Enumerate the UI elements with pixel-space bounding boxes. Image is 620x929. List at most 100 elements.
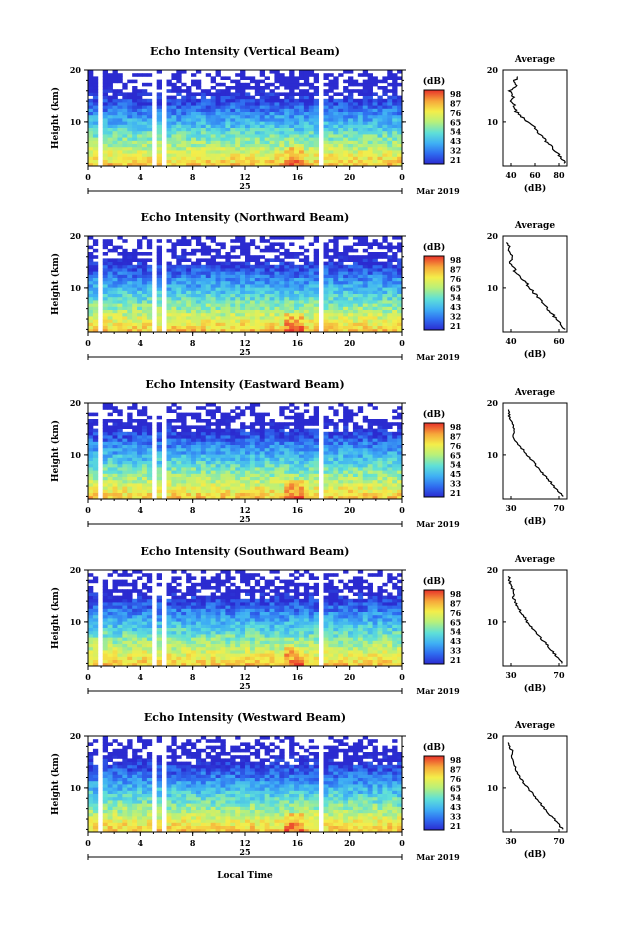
heatmap-cell — [269, 319, 275, 323]
heatmap-cell — [357, 328, 364, 333]
heatmap-cell — [171, 309, 177, 314]
heatmap-cell — [343, 143, 349, 148]
heatmap-cell — [181, 156, 187, 160]
heatmap-cell — [352, 124, 359, 128]
heatmap-cell — [137, 127, 143, 132]
profile-y-tick-label: 10 — [487, 117, 499, 127]
heatmap-cell — [362, 467, 369, 471]
y-tick-label: 10 — [70, 117, 82, 127]
heatmap-cell — [132, 290, 138, 294]
heatmap-cell — [92, 82, 99, 87]
heatmap-cell — [397, 156, 403, 160]
heatmap-cell — [279, 406, 285, 410]
heatmap-cell — [338, 159, 344, 164]
heatmap-cell — [289, 312, 295, 317]
heatmap-cell — [181, 319, 187, 323]
heatmap-cell — [338, 127, 344, 132]
heatmap-cell — [166, 489, 172, 493]
heatmap-cell — [387, 130, 393, 135]
heatmap-cell — [176, 300, 182, 304]
heatmap-cell — [240, 293, 246, 298]
heatmap-cell — [294, 124, 300, 128]
heatmap-cell — [382, 98, 388, 103]
heatmap-cell — [308, 280, 315, 285]
heatmap-cell — [367, 105, 373, 109]
heatmap-cell — [362, 435, 369, 439]
heatmap-cell — [195, 242, 202, 246]
heatmap-cell — [146, 137, 153, 141]
heatmap-cell — [269, 245, 275, 250]
heatmap-cell — [245, 245, 251, 250]
heatmap-cell — [230, 476, 236, 481]
heatmap-cell — [328, 422, 334, 426]
heatmap-cell — [362, 428, 369, 433]
heatmap-cell — [392, 89, 398, 93]
heatmap-cell — [137, 312, 143, 317]
heatmap-cell — [127, 287, 133, 291]
heatmap-cell — [137, 470, 143, 474]
heatmap-cell — [313, 457, 319, 461]
heatmap-cell — [132, 159, 138, 164]
heatmap-cell — [122, 159, 128, 164]
heatmap-cell — [249, 325, 256, 330]
heatmap-cell — [367, 108, 373, 112]
heatmap-cell — [127, 140, 133, 144]
heatmap-cell — [230, 435, 236, 439]
heatmap-cell — [254, 261, 261, 266]
heatmap-cell — [338, 489, 344, 493]
heatmap-cell — [279, 476, 285, 481]
heatmap-cell — [220, 470, 226, 474]
heatmap-cell — [181, 127, 187, 132]
heatmap-cell — [323, 159, 329, 164]
heatmap-cell — [249, 146, 256, 151]
heatmap-cell — [387, 463, 393, 468]
heatmap-cell — [382, 108, 388, 112]
heatmap-cell — [387, 312, 393, 317]
heatmap-cell — [225, 121, 231, 125]
heatmap-cell — [382, 156, 388, 160]
heatmap-cell — [92, 463, 99, 468]
heatmap-cell — [303, 325, 310, 330]
heatmap-cell — [195, 92, 202, 96]
colorbar-tick-label: 45 — [450, 469, 461, 479]
heatmap-cell — [146, 111, 153, 116]
heatmap-cell — [92, 137, 99, 141]
heatmap-cell — [264, 264, 270, 269]
heatmap-cell — [117, 162, 123, 167]
heatmap-cell — [338, 479, 344, 484]
bottom-xlabel: Local Time — [217, 871, 273, 881]
heatmap-cell — [377, 121, 383, 125]
heatmap-cell — [141, 428, 148, 433]
heatmap-cell — [215, 319, 221, 323]
heatmap-cell — [274, 293, 280, 298]
heatmap-cell — [269, 322, 275, 326]
heatmap-cell — [372, 130, 378, 135]
heatmap-cell — [333, 153, 339, 157]
heatmap-cell — [102, 300, 109, 304]
heatmap-cell — [127, 454, 133, 458]
heatmap-cell — [323, 137, 329, 141]
heatmap-cell — [279, 319, 285, 323]
heatmap-cell — [235, 473, 241, 477]
heatmap-cell — [303, 89, 310, 93]
heatmap-cell — [298, 457, 305, 461]
heatmap-cell — [313, 460, 319, 465]
heatmap-cell — [357, 153, 364, 157]
heatmap-cell — [245, 300, 251, 304]
heatmap-cell — [112, 245, 118, 250]
heatmap-cell — [205, 134, 212, 138]
heatmap-cell — [372, 98, 378, 103]
heatmap-cell — [323, 316, 329, 320]
heatmap-cell — [328, 447, 334, 452]
heatmap-cell — [200, 98, 207, 103]
heatmap-cell — [308, 470, 315, 474]
heatmap-cell — [298, 441, 305, 445]
heatmap-cell — [107, 159, 113, 164]
heatmap-cell — [279, 73, 285, 77]
heatmap-cell — [362, 156, 369, 160]
heatmap-cell — [357, 150, 364, 154]
heatmap-cell — [215, 454, 221, 458]
heatmap-cell — [122, 114, 128, 119]
heatmap-cell — [235, 444, 241, 449]
heatmap-cell — [195, 406, 202, 410]
